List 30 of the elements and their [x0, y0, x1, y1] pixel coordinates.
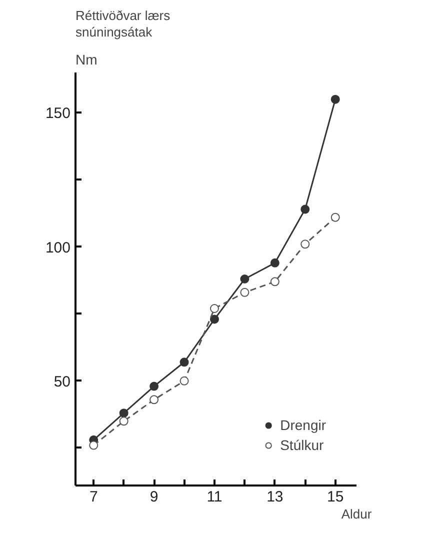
point — [270, 258, 280, 268]
point — [150, 395, 159, 404]
point — [240, 274, 250, 284]
legend-label: Drengir — [280, 417, 326, 433]
x-tick-label: 7 — [89, 488, 98, 506]
x-tick-label: 11 — [206, 488, 222, 506]
point — [240, 288, 250, 297]
y-tick-label: 150 — [45, 105, 71, 122]
point — [210, 304, 219, 313]
x-axis-title: Aldur — [341, 506, 372, 522]
y-tick-label: 100 — [45, 239, 71, 256]
point — [150, 382, 159, 391]
point — [210, 314, 219, 324]
point — [180, 376, 189, 386]
point — [89, 440, 98, 450]
x-tick-label: 9 — [150, 488, 158, 506]
point — [180, 358, 189, 367]
x-tick-label: 15 — [327, 488, 344, 506]
point — [270, 277, 280, 286]
point — [300, 204, 310, 214]
point — [119, 408, 128, 418]
point — [330, 212, 340, 222]
y-tick-label: 50 — [54, 373, 71, 390]
point — [300, 240, 310, 249]
legend-label: Stúlkur — [280, 437, 324, 453]
point — [330, 94, 340, 104]
chart-title: Réttivöðvar lærs snúningsátak — [76, 8, 171, 40]
x-tick-label: 13 — [266, 488, 284, 506]
point — [119, 416, 128, 426]
y-axis-title: Nm — [76, 52, 98, 68]
